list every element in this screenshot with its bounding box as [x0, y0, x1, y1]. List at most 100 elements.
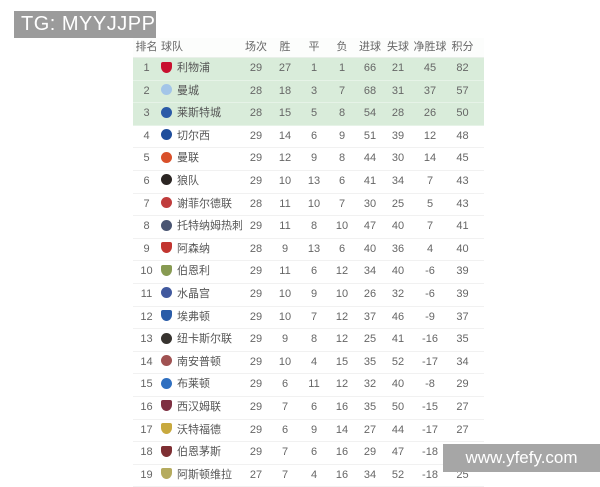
rank-cell: 19	[133, 464, 160, 487]
loss-cell: 12	[328, 373, 356, 397]
rank-cell: 18	[133, 441, 160, 465]
team-badge-icon	[161, 219, 172, 231]
team-name: 布莱顿	[177, 378, 210, 391]
win-cell: 18	[270, 80, 300, 104]
gd-cell: 5	[412, 193, 448, 217]
win-cell: 10	[270, 351, 300, 375]
played-cell: 29	[242, 147, 270, 171]
gd-cell: 12	[412, 125, 448, 149]
table-row: 2 曼城 28 18 3 7 68 31 37 57	[133, 80, 484, 104]
draw-cell: 4	[300, 351, 328, 375]
draw-cell: 3	[300, 80, 328, 104]
loss-cell: 14	[328, 419, 356, 443]
played-cell: 29	[242, 373, 270, 397]
ga-cell: 30	[384, 147, 412, 171]
ga-cell: 40	[384, 260, 412, 284]
played-cell: 29	[242, 170, 270, 194]
win-cell: 7	[270, 396, 300, 420]
gf-cell: 37	[356, 306, 384, 330]
team-badge-icon	[161, 151, 172, 163]
ga-cell: 32	[384, 283, 412, 307]
table-row: 17 沃特福德 29 6 9 14 27 44 -17 27	[133, 419, 484, 443]
draw-cell: 1	[300, 57, 328, 81]
gf-cell: 54	[356, 102, 384, 126]
team-name: 曼联	[177, 152, 199, 165]
column-header: 球队	[160, 38, 242, 58]
gd-cell: 37	[412, 80, 448, 104]
gd-cell: -17	[412, 419, 448, 443]
team-name: 水晶宫	[177, 287, 210, 300]
played-cell: 29	[242, 260, 270, 284]
gf-cell: 44	[356, 147, 384, 171]
team-cell: 阿森纳	[160, 238, 242, 262]
gd-cell: -16	[412, 328, 448, 352]
team-badge-icon	[161, 197, 172, 209]
win-cell: 7	[270, 464, 300, 487]
column-header: 平	[300, 38, 328, 58]
win-cell: 6	[270, 373, 300, 397]
rank-cell: 8	[133, 215, 160, 239]
table-row: 3 莱斯特城 28 15 5 8 54 28 26 50	[133, 102, 484, 126]
pts-cell: 27	[448, 419, 484, 443]
team-cell: 布莱顿	[160, 373, 242, 397]
team-cell: 切尔西	[160, 125, 242, 149]
ga-cell: 21	[384, 57, 412, 81]
draw-cell: 6	[300, 260, 328, 284]
gf-cell: 34	[356, 260, 384, 284]
played-cell: 29	[242, 441, 270, 465]
column-header: 场次	[242, 38, 270, 58]
draw-cell: 4	[300, 464, 328, 487]
gf-cell: 35	[356, 351, 384, 375]
loss-cell: 16	[328, 464, 356, 487]
played-cell: 29	[242, 396, 270, 420]
draw-cell: 10	[300, 193, 328, 217]
gf-cell: 40	[356, 238, 384, 262]
site-watermark: www.yfefy.com	[443, 444, 600, 472]
pts-cell: 43	[448, 193, 484, 217]
table-row: 14 南安普顿 29 10 4 15 35 52 -17 34	[133, 351, 484, 375]
ga-cell: 50	[384, 396, 412, 420]
win-cell: 9	[270, 238, 300, 262]
win-cell: 7	[270, 441, 300, 465]
loss-cell: 16	[328, 396, 356, 420]
column-header: 失球	[384, 38, 412, 58]
pts-cell: 43	[448, 170, 484, 194]
team-badge-icon	[161, 355, 172, 367]
table-row: 13 纽卡斯尔联 29 9 8 12 25 41 -16 35	[133, 328, 484, 352]
team-cell: 狼队	[160, 170, 242, 194]
table-row: 16 西汉姆联 29 7 6 16 35 50 -15 27	[133, 396, 484, 420]
loss-cell: 10	[328, 283, 356, 307]
win-cell: 15	[270, 102, 300, 126]
ga-cell: 25	[384, 193, 412, 217]
gd-cell: 7	[412, 215, 448, 239]
team-cell: 纽卡斯尔联	[160, 328, 242, 352]
team-name: 纽卡斯尔联	[177, 333, 232, 346]
draw-cell: 6	[300, 125, 328, 149]
team-badge-icon	[161, 129, 172, 141]
gd-cell: -8	[412, 373, 448, 397]
rank-cell: 7	[133, 193, 160, 217]
gd-cell: 14	[412, 147, 448, 171]
pts-cell: 39	[448, 260, 484, 284]
rank-cell: 13	[133, 328, 160, 352]
table-row: 1 利物浦 29 27 1 1 66 21 45 82	[133, 57, 484, 81]
table-row: 4 切尔西 29 14 6 9 51 39 12 48	[133, 125, 484, 149]
rank-cell: 12	[133, 306, 160, 330]
loss-cell: 15	[328, 351, 356, 375]
played-cell: 29	[242, 419, 270, 443]
ga-cell: 41	[384, 328, 412, 352]
ga-cell: 47	[384, 441, 412, 465]
team-cell: 利物浦	[160, 57, 242, 81]
loss-cell: 12	[328, 260, 356, 284]
draw-cell: 13	[300, 170, 328, 194]
rank-cell: 11	[133, 283, 160, 307]
team-cell: 托特纳姆热刺	[160, 215, 242, 239]
gf-cell: 35	[356, 396, 384, 420]
standings-table: 排名 球队 场次胜平负进球 失球 净胜球 积分 1 利物浦 29 27 1 1 66 21 45 82 2 曼城…	[133, 38, 484, 487]
table-row: 8 托特纳姆热刺 29 11 8 10 47 40 7 41	[133, 215, 484, 239]
draw-cell: 7	[300, 306, 328, 330]
team-badge-icon	[161, 332, 172, 344]
team-badge-icon	[161, 242, 172, 254]
